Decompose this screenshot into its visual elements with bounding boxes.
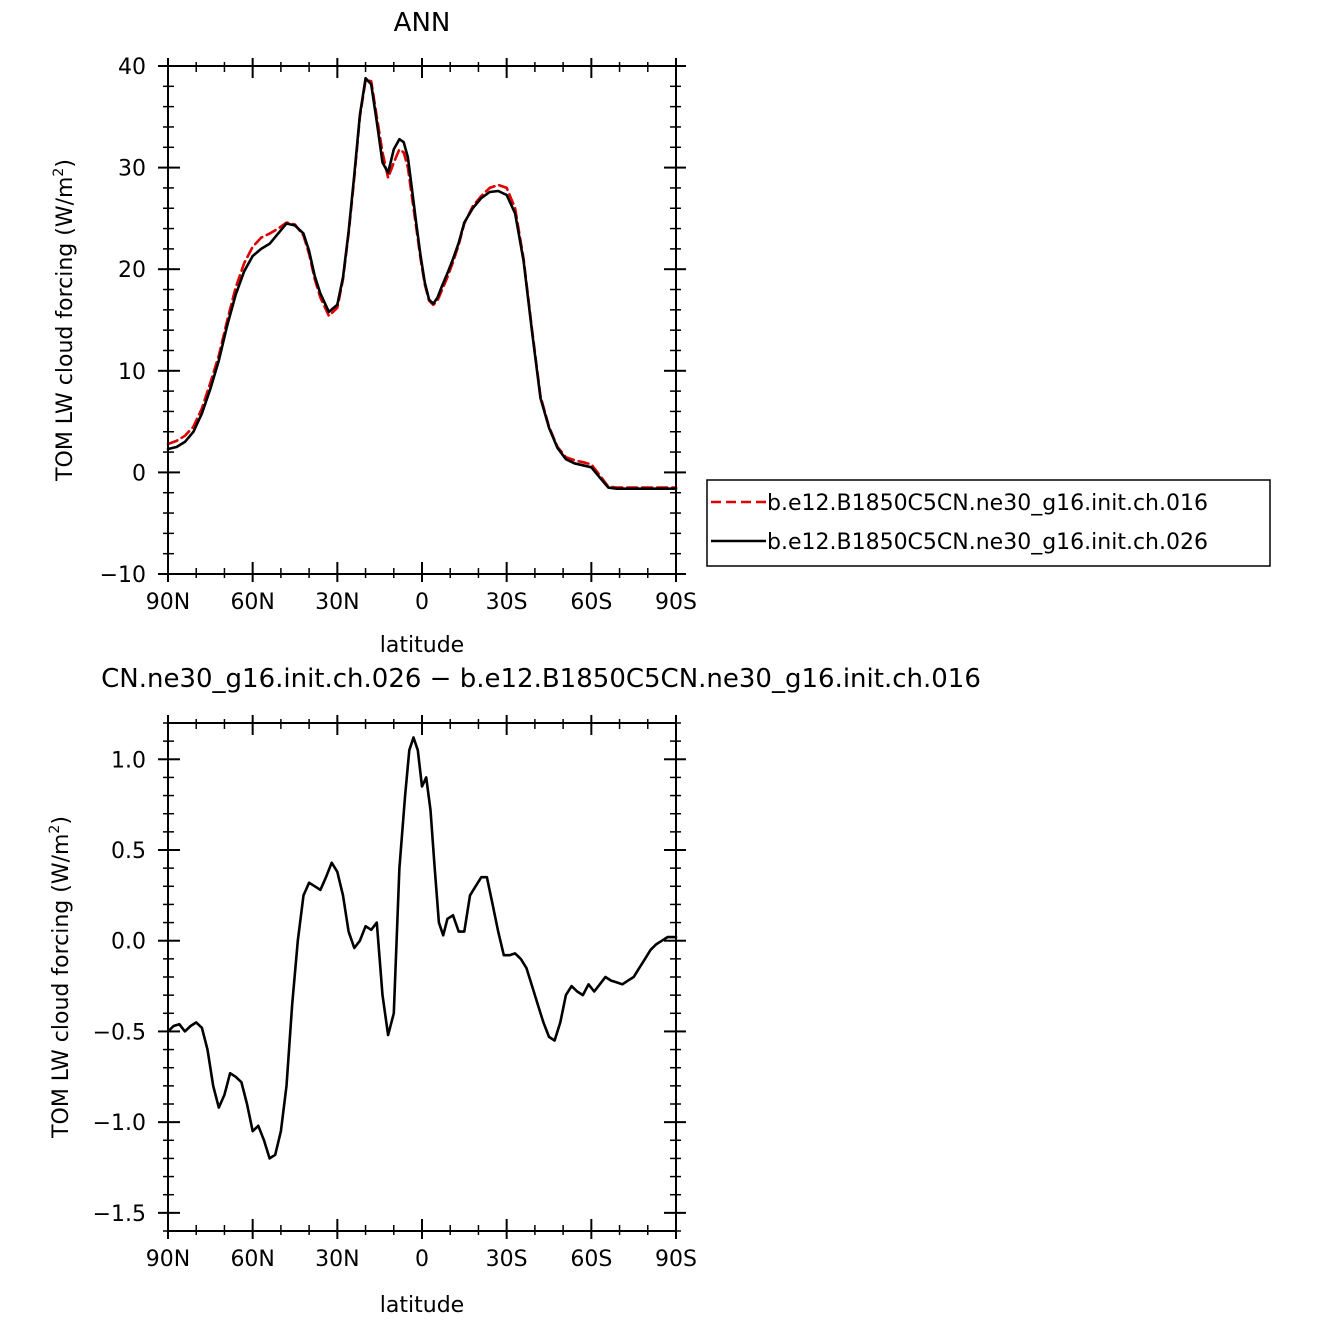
top-panel: ANN 90N 60N 30N 0 30S 60S 90S −10 0 10 20 30 40 lati… — [51, 8, 697, 658]
bottom-plot-frame — [167, 722, 677, 1232]
y-tick-label: 0 — [132, 461, 146, 486]
x-tick-label: 90S — [655, 590, 697, 615]
legend: b.e12.B1850C5CN.ne30_g16.init.ch.016 b.e… — [706, 479, 1271, 567]
y-tick-label: 20 — [118, 258, 146, 283]
x-tick-label: 90N — [146, 1247, 190, 1272]
y-tick-label: −1.0 — [93, 1111, 146, 1136]
bottom-y-axis-label: TOM LW cloud forcing (W/m2) — [47, 816, 74, 1139]
x-tick-label: 30S — [486, 590, 528, 615]
legend-box — [706, 479, 1271, 567]
y-tick-label: 10 — [118, 360, 146, 385]
x-tick-label: 0 — [415, 590, 429, 615]
y-tick-label: 30 — [118, 157, 146, 182]
series-line-1 — [166, 78, 678, 489]
x-tick-label: 60S — [570, 590, 612, 615]
x-tick-label: 90S — [655, 1247, 697, 1272]
bottom-chart-title: CN.ne30_g16.init.ch.026 − b.e12.B1850C5C… — [101, 664, 981, 694]
y-tick-label: −1.5 — [93, 1202, 146, 1227]
bottom-x-axis-label: latitude — [380, 1293, 464, 1318]
y-tick-label: −10 — [100, 563, 146, 588]
x-tick-label: 30N — [315, 1247, 359, 1272]
y-tick-label: 40 — [118, 55, 146, 80]
top-plot-frame — [167, 65, 677, 575]
x-tick-label: 60N — [230, 590, 274, 615]
y-tick-label: 0.5 — [111, 839, 146, 864]
legend-label-series-1: b.e12.B1850C5CN.ne30_g16.init.ch.016 — [767, 491, 1208, 516]
bottom-panel: CN.ne30_g16.init.ch.026 − b.e12.B1850C5C… — [47, 664, 981, 1318]
top-y-axis-label: TOM LW cloud forcing (W/m2) — [51, 159, 78, 482]
x-tick-label: 0 — [415, 1247, 429, 1272]
x-tick-label: 60N — [230, 1247, 274, 1272]
series-line-1 — [166, 736, 678, 1160]
y-tick-label: 1.0 — [111, 748, 146, 773]
series-line-2 — [166, 76, 678, 491]
x-tick-label: 30N — [315, 590, 359, 615]
x-tick-label: 90N — [146, 590, 190, 615]
x-tick-label: 60S — [570, 1247, 612, 1272]
legend-label-series-2: b.e12.B1850C5CN.ne30_g16.init.ch.026 — [767, 530, 1208, 555]
y-tick-label: 0.0 — [111, 930, 146, 955]
top-chart-title: ANN — [394, 8, 451, 38]
top-x-axis-label: latitude — [380, 633, 464, 658]
x-tick-label: 30S — [486, 1247, 528, 1272]
y-tick-label: −0.5 — [93, 1020, 146, 1045]
